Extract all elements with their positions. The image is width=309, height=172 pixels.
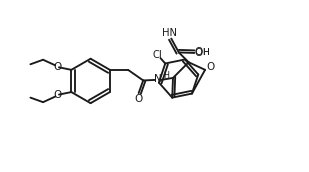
Text: O: O [53,90,61,100]
Text: O: O [195,47,203,57]
Text: HN: HN [163,28,177,38]
Text: H: H [163,71,169,80]
Text: Cl: Cl [153,50,163,60]
Text: N: N [154,74,162,84]
Text: O: O [195,48,203,58]
Text: H: H [202,48,209,57]
Text: O: O [53,62,61,72]
Text: O: O [134,94,143,104]
Text: H: H [202,49,209,57]
Text: O: O [206,62,215,72]
